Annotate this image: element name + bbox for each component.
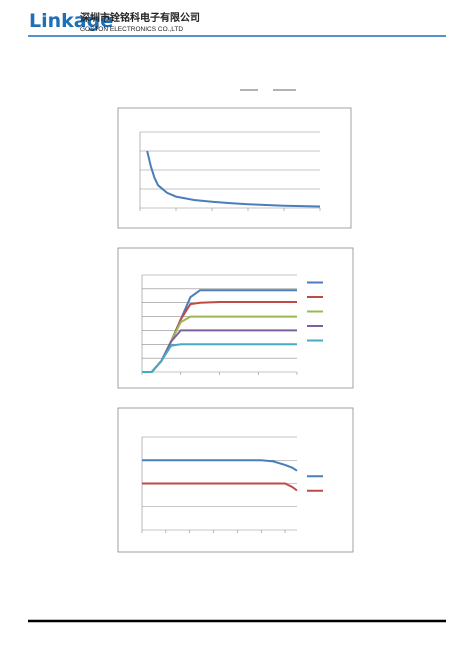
- chart-frame: [117, 107, 352, 229]
- company-en: GOSTON ELECTRONICS CO.,LTD: [80, 26, 183, 33]
- logo: Linkage: [29, 10, 113, 32]
- chart-frame: [117, 247, 354, 389]
- data-line: [142, 343, 297, 373]
- data-line: [142, 482, 298, 492]
- chart-frame: [117, 407, 354, 553]
- data-line: [142, 459, 298, 472]
- company-cn: 深圳市铨铭科电子有限公司: [80, 11, 200, 24]
- data-line: [146, 150, 321, 208]
